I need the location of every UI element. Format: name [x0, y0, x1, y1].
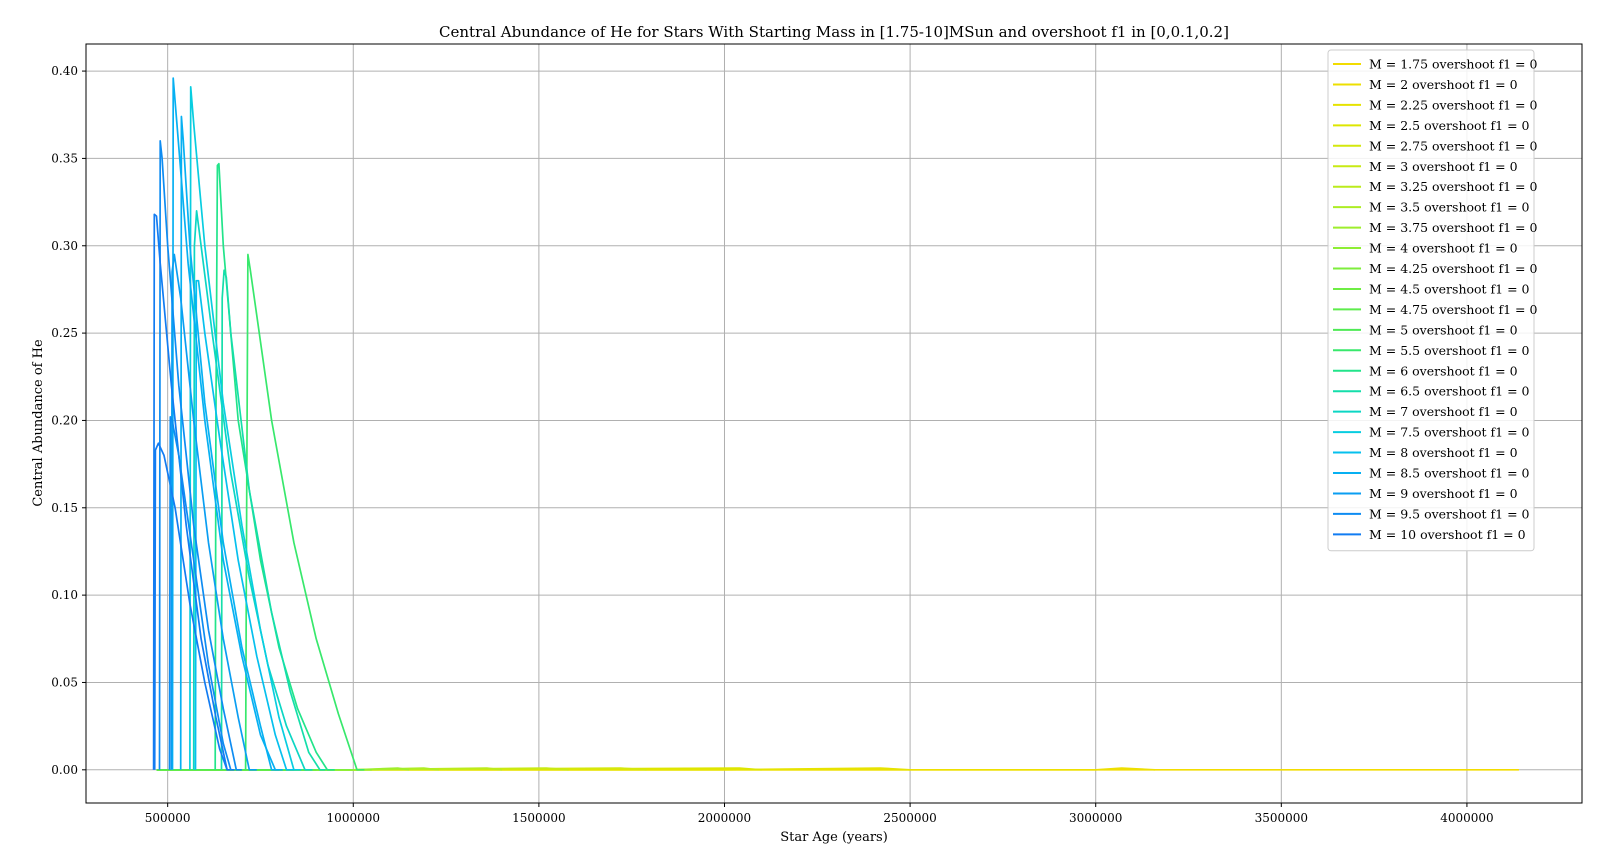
legend-label: M = 2.75 overshoot f1 = 0 — [1369, 138, 1537, 153]
x-axis-label: Star Age (years) — [780, 830, 888, 845]
series-line — [170, 253, 257, 771]
x-tick-label: 1500000 — [512, 811, 565, 825]
series-line — [244, 253, 365, 771]
legend-label: M = 5.5 overshoot f1 = 0 — [1369, 343, 1530, 358]
series-line — [179, 115, 279, 771]
y-tick-label: 0.00 — [51, 763, 78, 777]
legend-label: M = 4.75 overshoot f1 = 0 — [1369, 302, 1537, 317]
legend: M = 1.75 overshoot f1 = 0 M = 2 overshoot… — [1327, 49, 1537, 552]
legend-label: M = 3.75 overshoot f1 = 0 — [1369, 220, 1537, 235]
legend-label: M = 5 overshoot f1 = 0 — [1369, 322, 1518, 337]
chart-title: Central Abundance of He for Stars With S… — [439, 23, 1229, 41]
legend-label: M = 4.25 overshoot f1 = 0 — [1369, 261, 1537, 276]
legend-label: M = 4.5 overshoot f1 = 0 — [1369, 281, 1530, 296]
legend-box — [1327, 49, 1535, 552]
y-tick-label: 0.25 — [51, 326, 78, 340]
legend-label: M = 2 overshoot f1 = 0 — [1369, 77, 1518, 92]
series-line — [168, 416, 232, 771]
x-axis-ticks: 500000 1000000 1500000 2000000 2500000 300000… — [145, 803, 1494, 825]
legend-label: M = 7.5 overshoot f1 = 0 — [1369, 425, 1530, 440]
legend-label: M = 8 overshoot f1 = 0 — [1369, 445, 1518, 460]
y-tick-label: 0.35 — [51, 151, 78, 165]
series-line — [158, 140, 242, 771]
legend-label: M = 1.75 overshoot f1 = 0 — [1369, 57, 1537, 72]
series-line — [194, 279, 294, 771]
legend-label: M = 9 overshoot f1 = 0 — [1369, 486, 1518, 501]
x-tick-label: 4000000 — [1440, 811, 1493, 825]
x-tick-label: 2500000 — [883, 811, 936, 825]
series-lines — [152, 77, 1519, 771]
legend-label: M = 8.5 overshoot f1 = 0 — [1369, 466, 1530, 481]
series-line — [189, 85, 302, 771]
legend-label: M = 7 overshoot f1 = 0 — [1369, 404, 1518, 419]
x-tick-label: 2000000 — [698, 811, 751, 825]
legend-label: M = 4 overshoot f1 = 0 — [1369, 241, 1518, 256]
y-tick-label: 0.15 — [51, 501, 78, 515]
y-tick-label: 0.20 — [51, 413, 78, 427]
x-tick-label: 1000000 — [327, 811, 380, 825]
legend-label: M = 10 overshoot f1 = 0 — [1369, 527, 1526, 542]
x-tick-label: 3500000 — [1255, 811, 1308, 825]
legend-label: M = 3.25 overshoot f1 = 0 — [1369, 179, 1537, 194]
x-tick-label: 500000 — [145, 811, 191, 825]
series-line — [220, 269, 326, 771]
legend-label: M = 6.5 overshoot f1 = 0 — [1369, 384, 1530, 399]
y-axis-label: Central Abundance of He — [31, 339, 46, 507]
y-tick-label: 0.40 — [51, 64, 78, 78]
legend-label: M = 9.5 overshoot f1 = 0 — [1369, 506, 1530, 521]
legend-label: M = 6 overshoot f1 = 0 — [1369, 363, 1518, 378]
legend-label: M = 2.25 overshoot f1 = 0 — [1369, 97, 1537, 112]
plot-frame — [85, 43, 1583, 804]
series-line — [153, 442, 228, 771]
series-line — [192, 209, 313, 771]
y-tick-label: 0.10 — [51, 588, 78, 602]
legend-label: M = 3 overshoot f1 = 0 — [1369, 159, 1518, 174]
y-axis-ticks: 0.00 0.05 0.10 0.15 0.20 0.25 0.30 0.35 0.40 — [51, 64, 86, 777]
x-tick-label: 3000000 — [1069, 811, 1122, 825]
legend-label: M = 2.5 overshoot f1 = 0 — [1369, 118, 1530, 133]
y-tick-label: 0.30 — [51, 239, 78, 253]
legend-label: M = 3.5 overshoot f1 = 0 — [1369, 200, 1530, 215]
y-tick-label: 0.05 — [51, 675, 78, 689]
